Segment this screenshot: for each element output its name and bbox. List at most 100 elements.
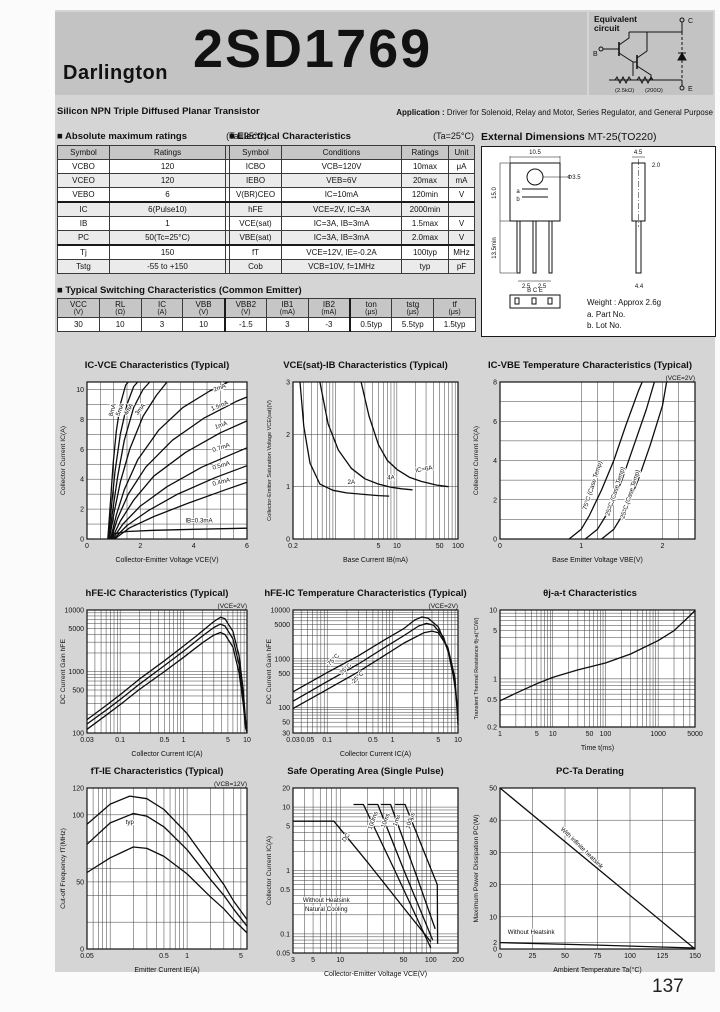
svg-text:Base Current IB(mA): Base Current IB(mA) <box>343 557 408 564</box>
terminal-b-label: B <box>593 51 598 58</box>
svg-text:(VCE=2V): (VCE=2V) <box>218 603 247 610</box>
chart-plot: 1 5 10 50 100 1000 5000 0.2 0.5 1 5 10 Time t(ms) Tra… <box>470 601 710 758</box>
svg-text:50: 50 <box>436 543 444 550</box>
svg-text:(VCB=12V): (VCB=12V) <box>214 781 247 788</box>
column-header: IB1 (mA) <box>265 298 309 318</box>
svg-text:Collector-Emitter Voltage VCE(: Collector-Emitter Voltage VCE(V) <box>324 971 427 978</box>
chart-plot: 0.03 0.05 0.1 0.5 1 5 10 30 50 100 500 1000 5000 1000… <box>263 601 468 764</box>
terminal-e-label: E <box>688 86 693 93</box>
svg-text:0: 0 <box>80 947 84 954</box>
svg-text:Without Heatsink: Without Heatsink <box>303 897 351 904</box>
column-header: VCC (V) <box>57 298 100 318</box>
svg-text:5: 5 <box>226 737 230 744</box>
table-header-row: Symbol Conditions Ratings Unit <box>229 145 475 160</box>
equivalent-circuit-diagram: C B E (2.5kΩ) (200Ω) <box>593 17 693 94</box>
table-cell: 10max <box>401 159 449 174</box>
svg-text:150: 150 <box>689 953 701 960</box>
svg-text:0.03: 0.03 <box>80 737 94 744</box>
svg-text:10000: 10000 <box>271 608 291 615</box>
table-cell: 3 <box>265 317 309 332</box>
svg-text:0: 0 <box>85 543 89 550</box>
svg-text:1000: 1000 <box>68 669 84 676</box>
table-cell: 1.5max <box>401 216 449 231</box>
svg-text:6: 6 <box>493 419 497 426</box>
dimension-label: 2.5 <box>538 284 547 290</box>
svg-text:0.2: 0.2 <box>288 543 298 550</box>
svg-text:Without Heatsink: Without Heatsink <box>508 929 556 936</box>
table-cell: VEB=6V <box>281 173 402 188</box>
svg-text:2: 2 <box>80 507 84 514</box>
svg-text:10: 10 <box>489 608 497 615</box>
table-row: ICBO VCB=120V 10max μA <box>229 159 475 174</box>
svg-text:100: 100 <box>425 957 437 964</box>
svg-text:50: 50 <box>400 957 408 964</box>
column-header: tf (μs) <box>433 298 476 318</box>
svg-text:50: 50 <box>76 879 84 886</box>
svg-text:(VCE=2V): (VCE=2V) <box>429 603 458 610</box>
chart-ic-vce: IC-VCE Characteristics (Typical) 0 2 4 6 0 2 4… <box>57 360 257 570</box>
svg-text:20: 20 <box>282 786 290 793</box>
svg-text:0.5: 0.5 <box>280 887 290 894</box>
svg-text:0.2: 0.2 <box>487 725 497 732</box>
chart-canvas: 1 5 10 50 100 1000 5000 0.2 0.5 1 5 10 Time t(ms) Tra… <box>474 608 703 753</box>
header-banner: Darlington 2SD1769 <box>55 12 587 95</box>
external-dimensions-title: External Dimensions MT-25(TO220) <box>481 131 656 143</box>
table-cell: VCB=120V <box>281 159 402 174</box>
table-cell: PC <box>57 230 110 246</box>
dimension-label: 4.5 <box>634 150 643 156</box>
column-header: tstg (μs) <box>391 298 435 318</box>
svg-text:Ambient Temperature Ta(°C): Ambient Temperature Ta(°C) <box>553 966 642 974</box>
svg-text:Collector-Emitter Voltage VCE(: Collector-Emitter Voltage VCE(V) <box>115 557 218 564</box>
table-cell: Cob <box>229 259 282 274</box>
table-cell: 0.5typ <box>349 317 393 332</box>
chart-plot: 3 5 10 50 100 200 0.05 0.1 0.5 1 5 10 20 Collector-Em… <box>263 779 468 984</box>
svg-text:5000: 5000 <box>687 731 703 738</box>
svg-text:1: 1 <box>579 543 583 550</box>
svg-text:0: 0 <box>498 953 502 960</box>
svg-text:0: 0 <box>80 537 84 544</box>
chart-canvas: 0 25 50 75 100 125 150 02 10 20 30 40 50 Ambient Temp… <box>473 786 701 975</box>
dimension-label: 10.5 <box>529 150 541 156</box>
svg-text:0.5: 0.5 <box>487 697 497 704</box>
table-cell: Tstg <box>57 259 110 274</box>
svg-text:IB=0.3mA: IB=0.3mA <box>185 518 213 525</box>
table-cell: Tj <box>57 244 110 260</box>
svg-text:4: 4 <box>80 477 84 484</box>
table-row: fT VCE=12V, IE=-0.2A 100typ MHz <box>229 244 475 260</box>
table-cell: pF <box>448 259 475 274</box>
svg-text:10: 10 <box>393 543 401 550</box>
column-header: Ratings <box>401 145 449 160</box>
svg-text:6: 6 <box>245 543 249 550</box>
table-cell: IC=3A, IB=3mA <box>281 230 402 246</box>
svg-text:5: 5 <box>535 731 539 738</box>
table-cell: V(BR)CEO <box>229 187 282 203</box>
table-cell: 1.5typ <box>433 317 476 332</box>
svg-text:0.05: 0.05 <box>276 951 290 958</box>
category-label: Darlington <box>63 62 168 84</box>
svg-text:10: 10 <box>336 957 344 964</box>
svg-text:Transient Thermal Resistance θ: Transient Thermal Resistance θj-a(°C/W) <box>474 617 480 719</box>
svg-text:0.1: 0.1 <box>322 737 332 744</box>
chart-title: VCE(sat)-IB Characteristics (Typical) <box>283 360 448 371</box>
column-header: Symbol <box>229 145 282 160</box>
table-cell: hFE <box>229 201 282 217</box>
svg-text:5: 5 <box>286 824 290 831</box>
table-cell: 6 <box>109 187 226 203</box>
table-cell: μA <box>448 159 475 174</box>
table-cell: 30 <box>57 317 100 332</box>
chart-vce-sat-ib: VCE(sat)-IB Characteristics (Typical) 0.… <box>263 360 468 570</box>
application-label: Application : <box>396 108 445 117</box>
table-cell: VCB=10V, f=1MHz <box>281 259 402 274</box>
column-header: Unit <box>448 145 475 160</box>
svg-text:Collector Current IC(A): Collector Current IC(A) <box>340 751 411 758</box>
svg-text:typ: typ <box>126 819 135 826</box>
table-cell: V <box>448 216 475 231</box>
svg-text:50: 50 <box>561 953 569 960</box>
svg-text:5: 5 <box>377 543 381 550</box>
chart-title: hFE-IC Temperature Characteristics (Typi… <box>264 588 467 599</box>
svg-text:200: 200 <box>452 957 464 964</box>
svg-text:3: 3 <box>291 957 295 964</box>
chart-canvas: 3 5 10 50 100 200 0.05 0.1 0.5 1 5 10 20 Collector-Em… <box>266 786 464 979</box>
svg-text:0.5: 0.5 <box>368 737 378 744</box>
svg-text:DC Current Gain hFE: DC Current Gain hFE <box>60 639 67 704</box>
